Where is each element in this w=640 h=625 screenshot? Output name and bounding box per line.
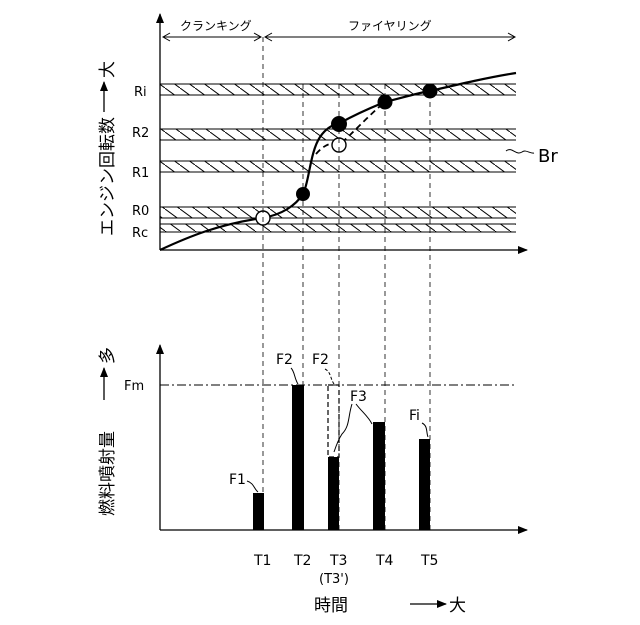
- tick-t4: T4: [375, 553, 394, 569]
- level-ri-label: Ri: [134, 85, 147, 100]
- tick-t3-alt: (T3'): [319, 572, 349, 587]
- engine-speed-curve-dashed: [315, 101, 386, 155]
- time-guides: [262, 37, 431, 530]
- bar-f2-dashed: [327, 384, 340, 458]
- level-r2-label: R2: [132, 126, 149, 141]
- bar-f1: [253, 493, 264, 530]
- tick-t2: T2: [293, 553, 311, 569]
- bar-f3-label: F3: [350, 389, 367, 405]
- band-rc: [160, 224, 516, 232]
- band-r0: [160, 207, 516, 218]
- level-r1-label: R1: [132, 166, 149, 181]
- fuel-injection-axis-direction: 多: [98, 347, 118, 364]
- tick-t5: T5: [420, 553, 438, 569]
- band-r1: [160, 161, 516, 172]
- br-leader: [505, 149, 535, 154]
- bar-fi-label: Fi: [409, 408, 420, 424]
- tick-t1: T1: [253, 553, 271, 569]
- bottom-panel: Fm 燃料噴射量 多 F1 F2 F2 F3 Fi: [98, 344, 528, 534]
- level-r0-label: R0: [132, 204, 149, 219]
- tick-t3: T3: [329, 553, 347, 569]
- time-axis: T1 T2 T3 T4 T5 (T3') 時間 大: [253, 553, 466, 616]
- time-axis-direction: 大: [449, 596, 466, 616]
- firing-label: ファイヤリング: [348, 19, 432, 33]
- bar-fi: [419, 439, 430, 530]
- engine-speed-axis-direction: 大: [98, 61, 118, 78]
- level-rc-label: Rc: [132, 226, 148, 241]
- bar-f2: [292, 385, 304, 530]
- fm-label: Fm: [124, 379, 144, 394]
- engine-speed-axis-label: エンジン回転数: [98, 117, 118, 236]
- bar-t4: [373, 422, 385, 530]
- br-label: Br: [538, 146, 558, 167]
- bar-f3: [328, 457, 339, 530]
- band-ri: [160, 84, 516, 95]
- time-axis-label: 時間: [314, 596, 348, 616]
- cranking-label: クランキング: [180, 19, 252, 33]
- top-panel: クランキング ファイヤリング Ri R2 R1 R0 Rc エンジン回転数 大 …: [98, 13, 558, 254]
- bar-f2-dashed-label: F2: [312, 352, 329, 368]
- fuel-injection-axis-label: 燃料噴射量: [98, 431, 118, 516]
- band-r2: [160, 129, 516, 140]
- bar-f1-label: F1: [229, 472, 246, 488]
- bar-f2-label: F2: [276, 352, 293, 368]
- filled-marker-t5: [422, 83, 438, 99]
